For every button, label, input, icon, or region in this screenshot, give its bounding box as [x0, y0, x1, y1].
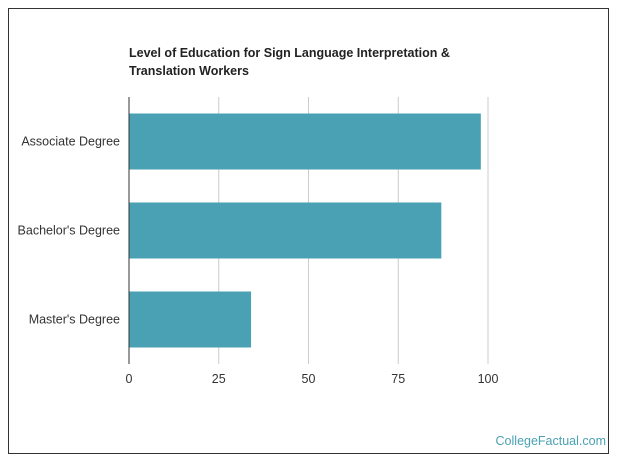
bar [129, 113, 481, 170]
x-tick-label: 25 [212, 372, 226, 386]
x-tick-label: 50 [302, 372, 316, 386]
x-axis-ticks: 0 25 50 75 100 [126, 372, 499, 386]
bars [129, 113, 481, 348]
bar [129, 291, 252, 348]
x-tick-label: 75 [391, 372, 405, 386]
category-labels: Associate Degree Bachelor's Degree Master'… [18, 135, 120, 327]
category-label: Associate Degree [21, 135, 120, 149]
category-label: Bachelor's Degree [18, 224, 120, 238]
chart-title: Level of Education for Sign Language Int… [129, 46, 450, 78]
x-tick-label: 0 [126, 372, 133, 386]
category-label: Master's Degree [29, 313, 120, 327]
source-watermark[interactable]: CollegeFactual.com [495, 434, 606, 448]
x-tick-label: 100 [478, 372, 499, 386]
bar [129, 202, 442, 259]
